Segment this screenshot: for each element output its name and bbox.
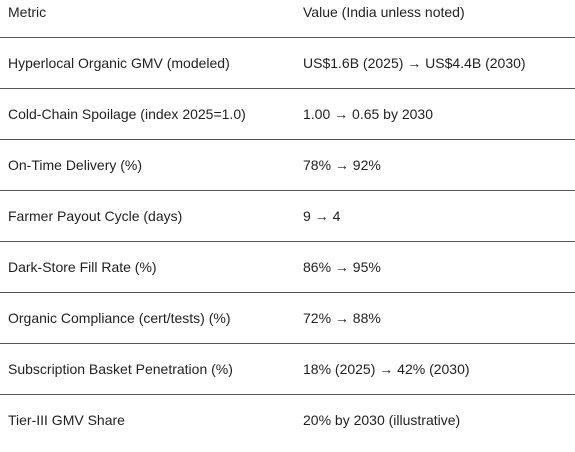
header-metric: Metric [0, 0, 295, 38]
value-cell: 20% by 2030 (illustrative) [303, 411, 461, 428]
metric-cell: Subscription Basket Penetration (%) [0, 343, 295, 395]
table-row: Farmer Payout Cycle (days) 9 → 4 [0, 190, 575, 242]
table-row: Tier-III GMV Share 20% by 2030 (illustra… [0, 394, 575, 445]
table-header: Metric Value (India unless noted) [0, 0, 575, 38]
value-cell: 86% → 95% [295, 241, 575, 293]
metric-cell: Tier-III GMV Share [8, 411, 125, 428]
header-value: Value (India unless noted) [295, 0, 575, 38]
metric-cell: Dark-Store Fill Rate (%) [0, 241, 295, 293]
metric-cell: Organic Compliance (cert/tests) (%) [0, 292, 295, 344]
value-cell: 78% → 92% [295, 139, 575, 191]
table-row: Cold-Chain Spoilage (index 2025=1.0) 1.0… [0, 88, 575, 140]
table-row: Dark-Store Fill Rate (%) 86% → 95% [0, 241, 575, 293]
metric-cell: On-Time Delivery (%) [0, 139, 295, 191]
metric-cell: Farmer Payout Cycle (days) [0, 190, 295, 242]
metric-cell: Hyperlocal Organic GMV (modeled) [0, 37, 295, 89]
value-cell: 72% → 88% [295, 292, 575, 344]
header-row: Metric Value (India unless noted) [0, 0, 575, 38]
table-row: Hyperlocal Organic GMV (modeled) US$1.6B… [0, 37, 575, 89]
table-body: Hyperlocal Organic GMV (modeled) US$1.6B… [0, 37, 575, 445]
table-row: On-Time Delivery (%) 78% → 92% [0, 139, 575, 191]
value-cell: 9 → 4 [295, 190, 575, 242]
value-cell: 18% (2025) → 42% (2030) [295, 343, 575, 395]
value-cell: 1.00 → 0.65 by 2030 [295, 88, 575, 140]
metric-cell: Cold-Chain Spoilage (index 2025=1.0) [0, 88, 295, 140]
table-row: Organic Compliance (cert/tests) (%) 72% … [0, 292, 575, 344]
table-row: Subscription Basket Penetration (%) 18% … [0, 343, 575, 395]
value-cell: US$1.6B (2025) → US$4.4B (2030) [295, 37, 575, 89]
